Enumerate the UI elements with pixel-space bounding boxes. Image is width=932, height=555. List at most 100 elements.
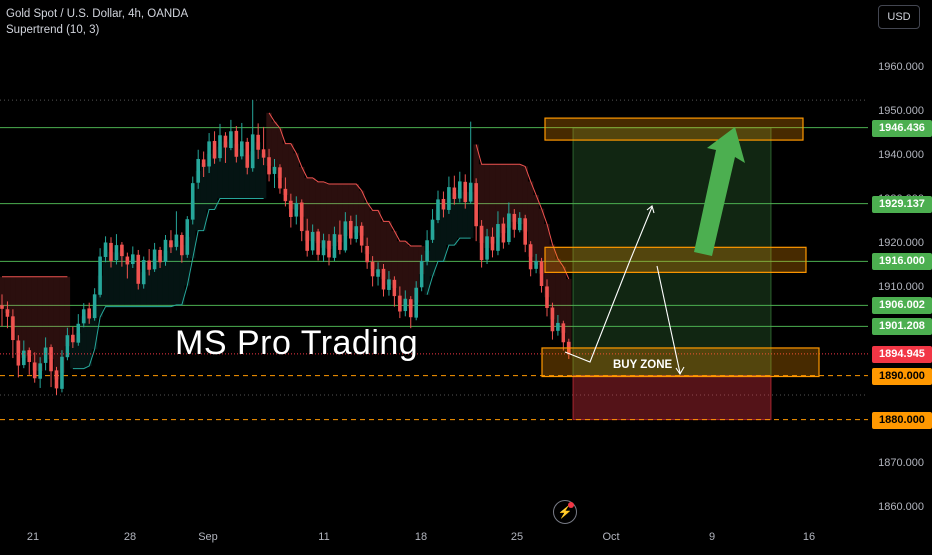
candle-body	[229, 131, 233, 148]
candle-body	[114, 245, 119, 261]
supertrend-down-fill	[26, 276, 32, 357]
currency-button[interactable]: USD	[878, 5, 920, 29]
supertrend-up-fill	[75, 333, 82, 369]
candle-body	[332, 234, 337, 258]
candle-body	[403, 298, 408, 312]
candle-body	[109, 242, 113, 261]
supertrend-up-fill	[190, 201, 196, 259]
lightning-icon[interactable]: ⚡	[553, 500, 577, 524]
price-level-tag: 1901.208	[872, 318, 932, 336]
supertrend-down-fill	[538, 208, 545, 274]
x-tick-label: Oct	[602, 531, 620, 543]
supertrend-up-fill	[81, 316, 87, 369]
supertrend-down-fill	[560, 266, 567, 333]
candle-body	[11, 316, 15, 341]
zone-target	[544, 117, 804, 141]
candle-body	[294, 202, 299, 217]
supertrend-down-fill	[342, 184, 349, 236]
y-tick-label: 1920.000	[878, 236, 924, 249]
candle-body	[381, 268, 386, 290]
x-tick-label: 9	[708, 531, 716, 543]
supertrend-down-fill	[320, 181, 327, 248]
supertrend-up-fill	[124, 260, 131, 307]
supertrend-up-fill	[102, 249, 109, 307]
candle-body	[310, 231, 315, 251]
candle-body	[321, 240, 326, 256]
candle-body	[441, 198, 446, 210]
candle-body	[207, 141, 211, 167]
supertrend-up-fill	[446, 198, 452, 246]
candle-body	[517, 217, 522, 231]
price-level-tag: 1946.436	[872, 119, 932, 137]
candle-body	[458, 181, 462, 199]
candle-body	[76, 323, 81, 343]
supertrend-up-fill	[440, 204, 447, 262]
supertrend-down-fill	[391, 231, 398, 288]
candle-body	[539, 261, 544, 286]
candle-body	[343, 221, 348, 251]
candle-body	[365, 245, 369, 263]
candle-body	[283, 188, 288, 202]
candle-body	[419, 260, 424, 288]
supertrend-up-fill	[130, 259, 136, 307]
price-level-tag: 1916.000	[872, 253, 932, 271]
supertrend-down-fill	[566, 278, 572, 348]
candle-body	[136, 254, 141, 284]
supertrend-down-fill	[402, 241, 409, 305]
candle-body	[103, 242, 108, 257]
supertrend-up-fill	[255, 142, 261, 199]
supertrend-down-fill	[397, 241, 403, 304]
y-tick-label: 1940.000	[878, 148, 924, 161]
candle-body	[261, 149, 266, 158]
supertrend-down-fill	[53, 276, 60, 380]
candle-body	[463, 181, 468, 203]
supertrend-up-fill	[113, 252, 120, 307]
candle-body	[370, 261, 375, 277]
supertrend-down-fill	[369, 210, 376, 270]
supertrend-up-fill	[162, 250, 169, 307]
candle-body	[245, 141, 250, 168]
supertrend-up-fill	[228, 139, 234, 199]
supertrend-up-fill	[222, 141, 229, 199]
supertrend-up-fill	[239, 148, 245, 199]
candle-body	[474, 183, 478, 227]
candle-body	[528, 244, 533, 270]
supertrend-down-fill	[386, 221, 392, 285]
supertrend-down-fill	[544, 224, 550, 298]
supertrend-down-fill	[408, 245, 414, 309]
watermark-text: MS Pro Trading	[175, 324, 419, 362]
candle-body	[507, 213, 511, 243]
candle-body	[32, 362, 37, 379]
y-tick-label: 1960.000	[878, 61, 924, 73]
candle-body	[185, 219, 190, 255]
candle-body	[43, 347, 48, 363]
supertrend-up-fill	[435, 209, 441, 262]
candle-body	[81, 309, 86, 324]
candle-body	[490, 236, 495, 251]
supertrend-up-fill	[179, 245, 185, 305]
candle-body	[550, 307, 555, 332]
projection-arrow-up	[628, 206, 653, 264]
candle-body	[98, 256, 102, 295]
supertrend-up-fill	[244, 154, 250, 199]
candle-body	[354, 226, 359, 239]
candle-body	[240, 141, 244, 157]
supertrend-down-fill	[337, 184, 343, 243]
supertrend-down-fill	[413, 245, 419, 303]
supertrend-down-fill	[555, 258, 561, 327]
candle-body	[65, 335, 70, 358]
supertrend-up-fill	[260, 153, 267, 199]
supertrend-up-fill	[184, 236, 191, 286]
supertrend-down-fill	[478, 164, 485, 243]
candle-body	[212, 140, 217, 159]
supertrend-down-line	[2, 112, 570, 280]
supertrend-down-fill	[331, 184, 338, 246]
arrow-head-down	[675, 366, 685, 376]
candle-body	[387, 279, 391, 290]
candle-body	[392, 279, 397, 297]
notification-dot	[568, 502, 574, 508]
candle-body	[278, 167, 282, 189]
candle-body	[414, 287, 418, 318]
